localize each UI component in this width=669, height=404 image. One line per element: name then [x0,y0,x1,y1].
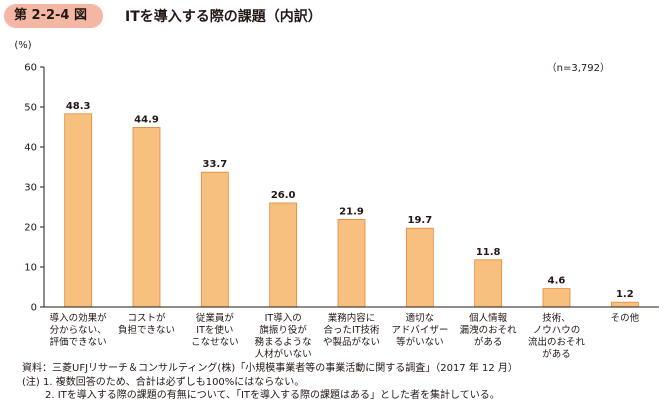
x-tick-label-line: 漏洩のおそれ [460,324,518,336]
bar [405,227,434,308]
x-tick-label-line: こなせない [191,337,239,348]
bar [269,202,298,308]
y-tick-label: 60 [24,63,37,74]
x-tick-label-line: その他 [611,312,640,324]
x-tick-label-line: 旗振り役が [259,324,307,336]
figure-header: 第 2-2-4 図 ITを導入する際の課題（内訳） [4,4,322,28]
x-tick-label-line: コストが [127,312,166,324]
x-tick-label: コストが負担できない [118,312,175,336]
y-tick-label: 0 [31,303,37,314]
y-unit-label: (%) [14,40,31,51]
x-tick-label: 個人情報漏洩のおそれがある [460,312,518,348]
y-tick-label: 40 [24,143,37,154]
data-label: 1.2 [616,289,634,300]
x-tick-label-line: 導入の効果が [50,312,108,324]
x-tick-label-line: がある [542,348,571,360]
x-tick-label-line: アドバイザー [391,325,448,336]
x-tick-label-line: 分からない、 [50,325,107,336]
y-tick-label: 50 [24,103,37,114]
y-tick-label: 20 [24,223,37,234]
x-tick-label: 適切なアドバイザー等がいない [391,312,448,348]
x-tick-label-line: 人材がいない [255,348,312,360]
note-2: 2. ITを導入する際の課題の有無について、「ITを導入する際の課題はある」とし… [45,390,500,401]
data-label: 4.6 [548,276,566,287]
x-tick-label: 従業員が ITを使いこなせない [191,312,239,348]
bar [132,127,161,308]
bar [610,301,639,308]
x-tick-label-line: 適切な [406,312,435,324]
y-tick-label: 10 [24,263,37,274]
data-label: 44.9 [134,114,159,125]
x-tick-label-line: ノウハウの [533,325,581,336]
bar [64,113,93,308]
x-tick-label: 技術、ノウハウの流出のおそれがある [528,312,586,360]
x-tick-label-line: 評価できない [50,336,107,348]
bars: 48.3 44.9 33.7 26.0 21.9 19.7 11.8 4.6 1.2 [64,101,639,308]
x-tick-label-line: 業務内容に [328,312,376,324]
x-tick-label-line: ITを使い [196,324,233,336]
y-tick-label: 30 [24,183,37,194]
x-tick-label-line: IT導入の [265,312,302,324]
notes: 資料：三菱UFJリサーチ＆コンサルティング(株)「小規模事業者等の事業活動に関す… [22,362,518,403]
x-tick-label: その他 [611,312,640,324]
bar [337,218,366,308]
x-tick-label-line: 個人情報 [469,312,508,324]
x-tick-label: IT導入の旗振り役が務まるような人材がいない [255,312,312,360]
bar [200,171,229,308]
x-tick-label-line: 負担できない [118,324,175,336]
x-tick-label-line: や製品がない [323,336,380,348]
data-label: 11.8 [476,247,501,258]
sample-size-label: （n=3,792） [547,62,610,74]
x-tick-label-line: 技術、 [542,312,571,324]
x-tick-label-line: 従業員が [196,312,235,324]
figure-number-badge: 第 2-2-4 図 [4,4,103,28]
source-note: 資料：三菱UFJリサーチ＆コンサルティング(株)「小規模事業者等の事業活動に関す… [22,363,518,374]
bar [474,259,503,308]
data-label: 21.9 [339,206,364,217]
figure-title: ITを導入する際の課題（内訳） [124,9,322,25]
data-label: 26.0 [271,190,296,201]
x-tick-label-line: 務まるような [255,336,312,348]
data-label: 33.7 [202,159,227,170]
x-tick-label: 業務内容に合ったIT技術や製品がない [323,312,380,348]
x-tick-label-line: がある [474,336,503,348]
x-tick-label-line: 合ったIT技術 [323,324,380,336]
x-tick-label-line: 流出のおそれ [528,336,586,348]
x-tick-label-line: 等がいない [396,336,444,348]
bar [542,288,571,308]
x-tick-label: 導入の効果が分からない、評価できない [50,312,108,348]
note-1: (注) 1. 複数回答のため、合計は必ずしも100%にはならない。 [22,376,305,388]
data-label: 19.7 [407,215,432,226]
data-label: 48.3 [66,101,91,112]
y-axis: 0 10 20 30 40 50 60 [24,63,45,314]
